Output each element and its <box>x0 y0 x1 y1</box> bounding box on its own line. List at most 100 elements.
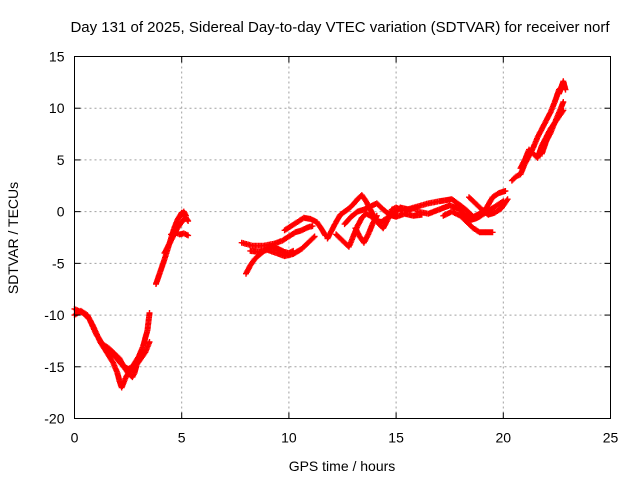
tick-labels: 0 5 10 15 20 25 15 10 5 0 -5 -10 -15 -20 <box>44 49 618 446</box>
x-tick-label: 25 <box>603 430 619 446</box>
data-point-marker <box>463 219 476 231</box>
data-point-marker <box>180 208 189 219</box>
y-tick-label: -5 <box>52 255 65 271</box>
data-point-marker <box>350 197 360 208</box>
data-point-marker <box>455 205 467 217</box>
data-point-marker <box>305 223 316 231</box>
data-point-marker <box>333 213 343 225</box>
data-point-marker <box>498 196 511 212</box>
data-point-marker <box>556 99 567 116</box>
series-pass-5 <box>508 78 569 184</box>
data-point-marker <box>86 316 99 336</box>
data-point-marker <box>425 198 441 207</box>
data-point-marker <box>472 200 484 212</box>
data-point-marker <box>125 364 134 372</box>
data-point-marker <box>513 172 522 180</box>
plot-frame <box>74 56 611 419</box>
data-point-marker <box>341 214 354 228</box>
data-point-marker <box>491 206 503 216</box>
data-point-marker <box>138 350 148 362</box>
y-tick-label: 15 <box>49 49 65 65</box>
data-point-marker <box>165 234 176 248</box>
data-point-marker <box>457 202 469 213</box>
data-point-marker <box>288 219 300 230</box>
data-point-marker <box>142 339 153 356</box>
data-point-marker <box>279 234 291 244</box>
data-point-marker <box>180 230 192 239</box>
data-point-marker <box>129 371 137 381</box>
data-point-marker <box>176 230 186 238</box>
y-tick-label: -20 <box>44 411 64 427</box>
data-point-marker <box>112 353 124 367</box>
y-tick-label: -10 <box>44 307 64 323</box>
data-point-marker <box>172 229 182 237</box>
series-pass-1a <box>71 305 153 391</box>
data-point-marker <box>144 310 153 334</box>
series-pass-4 <box>403 188 511 236</box>
x-tick-label: 15 <box>388 430 404 446</box>
data-point-marker <box>168 230 177 238</box>
data-point-marker <box>470 225 482 235</box>
series-pass-3 <box>324 192 425 250</box>
data-point-marker <box>348 209 360 220</box>
data-point-marker <box>318 225 329 239</box>
data-point-marker <box>305 233 318 246</box>
series-pass-2 <box>238 214 329 277</box>
data-point-marker <box>448 196 463 208</box>
data-point-marker <box>80 310 92 322</box>
data-point-marker <box>92 330 105 346</box>
y-tick-label: 5 <box>57 152 65 168</box>
data-point-marker <box>238 239 254 249</box>
data-point-marker <box>285 230 297 240</box>
data-point-marker <box>290 246 304 257</box>
series-pass-1b <box>153 208 192 287</box>
y-tick-label: -15 <box>44 359 64 375</box>
data-point-marker <box>341 206 351 215</box>
y-tick-label: 0 <box>57 204 65 220</box>
data-point-marker <box>174 220 184 232</box>
data-point-marker <box>483 229 496 236</box>
y-axis-label: SDTVAR / TECUs <box>5 182 21 294</box>
data-point-marker <box>489 190 501 201</box>
data-points <box>71 78 569 391</box>
x-tick-label: 20 <box>496 430 512 446</box>
data-point-marker <box>333 231 343 241</box>
data-point-marker <box>99 341 111 351</box>
x-tick-label: 10 <box>281 430 297 446</box>
data-point-marker <box>380 206 392 217</box>
data-point-marker <box>496 188 509 196</box>
data-point-marker <box>474 211 486 221</box>
data-point-marker <box>457 212 469 224</box>
data-point-marker <box>251 253 261 263</box>
x-tick-label: 5 <box>178 430 186 446</box>
data-point-marker <box>508 174 519 184</box>
data-point-marker <box>560 78 569 93</box>
data-point-marker <box>298 240 311 252</box>
x-axis-label: GPS time / hours <box>289 458 396 474</box>
data-point-marker <box>345 202 356 212</box>
axis-ticks <box>74 56 611 419</box>
data-point-marker <box>487 203 499 213</box>
data-point-marker <box>337 209 347 218</box>
data-point-marker <box>352 225 362 239</box>
data-point-marker <box>378 215 390 225</box>
data-point-marker <box>140 329 150 350</box>
x-tick-label: 0 <box>71 430 79 446</box>
data-point-marker <box>369 212 380 228</box>
data-point-marker <box>129 359 140 370</box>
data-point-marker <box>281 224 293 234</box>
data-point-marker <box>313 219 324 230</box>
data-point-marker <box>388 205 398 213</box>
data-point-marker <box>526 146 536 156</box>
grid-lines <box>74 56 611 419</box>
y-tick-label: 10 <box>49 100 65 116</box>
data-point-marker <box>337 235 347 245</box>
data-point-marker <box>176 212 184 221</box>
data-point-marker <box>105 349 117 359</box>
data-point-marker <box>466 194 478 206</box>
data-point-marker <box>373 200 386 212</box>
data-point-marker <box>358 192 369 204</box>
data-point-marker <box>247 257 257 269</box>
data-point-marker <box>363 210 372 219</box>
